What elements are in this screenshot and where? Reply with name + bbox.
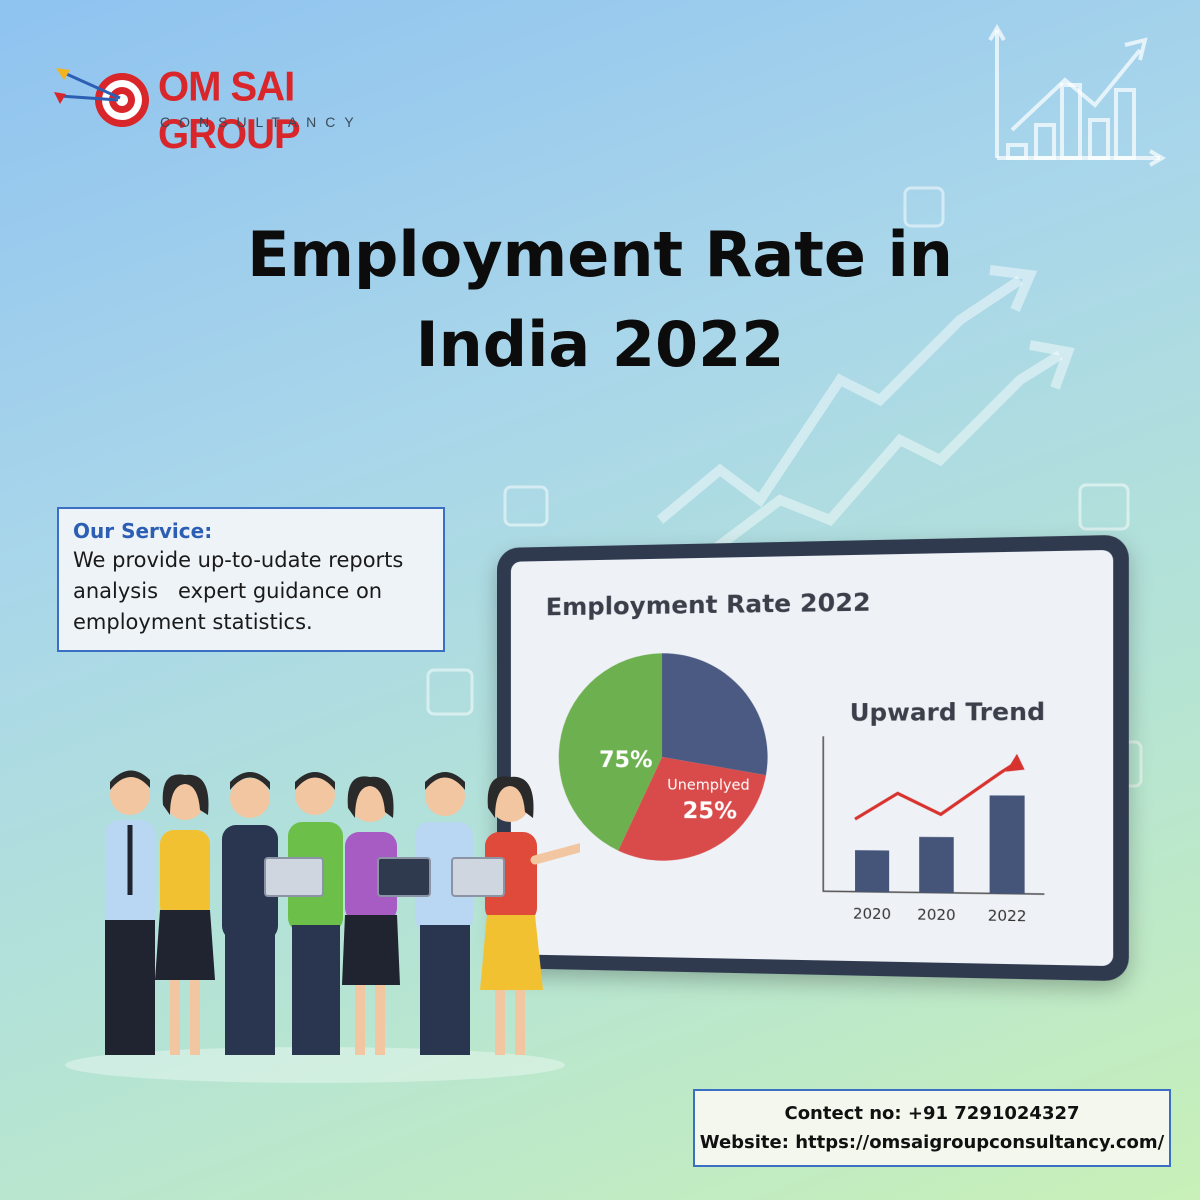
website-label: Website: — [700, 1132, 789, 1153]
service-line-2: analysis expert guidance on — [73, 576, 429, 607]
bar-tick-label-1: 2020 — [917, 907, 955, 924]
screen-display: Employment Rate 2022 75% Unemplyed 25% Upw… — [511, 550, 1113, 966]
bar-1 — [919, 837, 954, 893]
title-line-1: Employment Rate in — [0, 210, 1200, 300]
pie-label-employed: 75% — [599, 748, 653, 774]
trend-bar-chart: 2020 2020 2022 — [813, 736, 1072, 948]
person-5 — [342, 776, 400, 1055]
brand-tagline: CONSULTANCY — [160, 114, 363, 130]
contact-phone: Contect no: +91 7291024327 — [695, 1099, 1169, 1128]
target-icon — [52, 58, 152, 138]
bar-chart-decoration-icon — [990, 28, 1162, 165]
trend-arrow-icon — [1006, 754, 1025, 772]
service-line-1: We provide up-to-udate reports — [73, 545, 429, 576]
pie-slice-2 — [662, 652, 767, 775]
pie-label-unemployed-value: 25% — [683, 799, 737, 825]
employment-pie-chart: 75% Unemplyed 25% — [546, 649, 781, 886]
brand-name: OM SAI GROUP — [158, 64, 422, 159]
presentation-screen: Employment Rate 2022 75% Unemplyed 25% Upw… — [497, 535, 1129, 982]
bar-2 — [990, 795, 1025, 893]
person-6 — [415, 772, 473, 1055]
person-2 — [155, 774, 215, 1055]
bar-0 — [855, 850, 889, 892]
service-info-box: Our Service: We provide up-to-udate repo… — [57, 507, 445, 652]
website-link[interactable]: https://omsaigroupconsultancy.com/ — [795, 1132, 1164, 1153]
title-line-2: India 2022 — [0, 300, 1200, 390]
pie-chart-title: Employment Rate 2022 — [546, 588, 871, 621]
team-illustration — [60, 760, 580, 1090]
person-7 — [480, 776, 580, 1055]
bar-tick-label-2: 2022 — [988, 908, 1027, 925]
service-heading: Our Service: — [73, 517, 429, 545]
contact-info-box: Contect no: +91 7291024327 Website: http… — [693, 1089, 1171, 1167]
bar-tick-label-0: 2020 — [853, 906, 891, 923]
contact-website-row: Website: https://omsaigroupconsultancy.c… — [695, 1128, 1169, 1157]
person-3 — [222, 772, 278, 1055]
page-title: Employment Rate in India 2022 — [0, 210, 1200, 390]
laptop-icon — [265, 858, 504, 896]
pie-label-unemployed-name: Unemplyed — [667, 777, 749, 794]
bar-chart-title: Upward Trend — [850, 699, 1045, 727]
brand-logo: OM SAI GROUP CONSULTANCY — [52, 58, 422, 148]
service-line-3: employment statistics. — [73, 607, 429, 638]
person-4 — [288, 772, 343, 1055]
person-1 — [105, 770, 155, 1055]
